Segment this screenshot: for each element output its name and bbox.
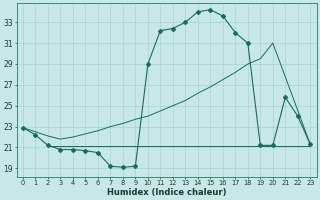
X-axis label: Humidex (Indice chaleur): Humidex (Indice chaleur) [107,188,226,197]
